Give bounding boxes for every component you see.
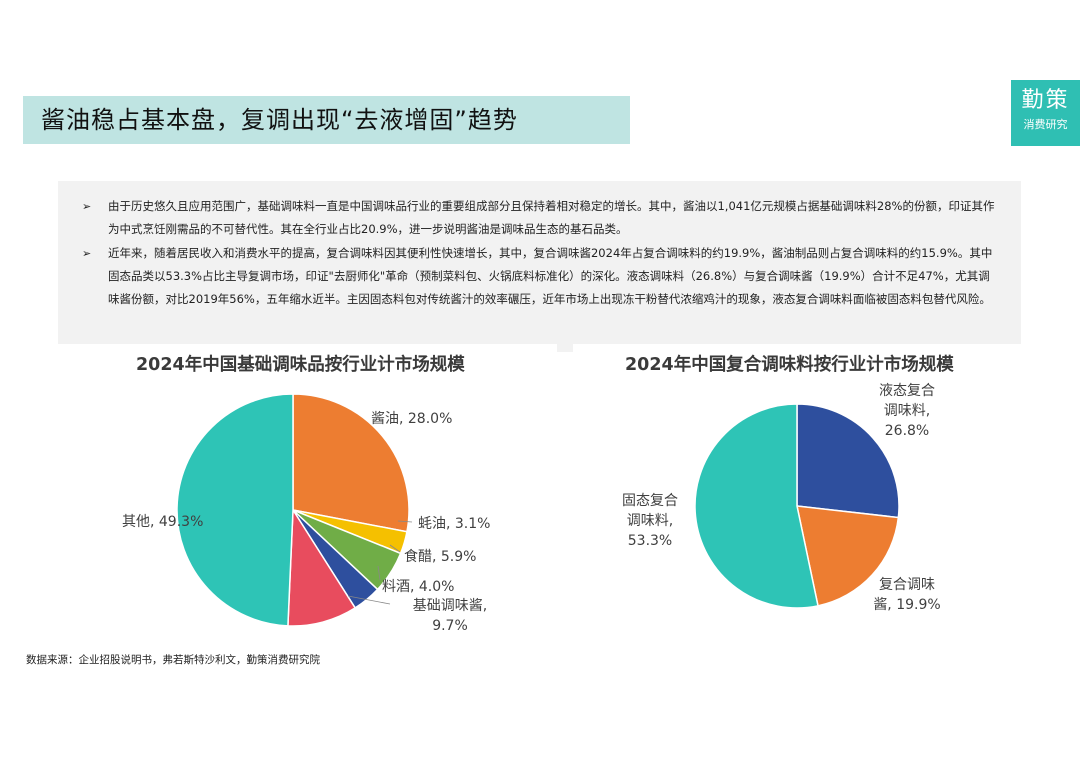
chart-title-compound: 2024年中国复合调味料按行业计市场规模 xyxy=(625,355,954,375)
pie-group-1: 液态复合调味料, 26.8% 复合调味酱, 19.9% 固态复合调味料, 53.3% xyxy=(622,382,941,613)
summary-paragraph-1: 由于历史悠久且应用范围广，基础调味料一直是中国调味品行业的重要组成部分且保持着相… xyxy=(108,199,995,236)
bullet-arrow-icon: ➢ xyxy=(82,200,92,213)
title-banner: 酱油稳占基本盘，复调出现“去液增固”趋势 xyxy=(23,96,630,144)
pie-label-0-0: 酱油, 28.0% xyxy=(371,411,452,427)
data-source: 数据来源：企业招股说明书，弗若斯特沙利文，勤策消费研究院 xyxy=(26,654,320,666)
pie-label-1-2: 固态复合调味料, 53.3% xyxy=(622,492,678,549)
logo-main-text: 勤策 xyxy=(1021,88,1070,113)
pie-slice-0-0 xyxy=(292,393,410,533)
summary-notch xyxy=(557,344,573,352)
pie-group-0: 酱油, 28.0% 蚝油, 3.1% 食醋, 5.9% 料酒, 4.0% 基础调味酱, 9… xyxy=(122,393,490,634)
leader-line-0-3 xyxy=(377,565,381,581)
page-title: 酱油稳占基本盘，复调出现“去液增固”趋势 xyxy=(41,106,518,134)
brand-logo: 勤策 消费研究 xyxy=(1011,80,1080,146)
pie-slice-0-5 xyxy=(176,393,294,627)
leader-line-0-4 xyxy=(347,595,391,605)
leader-line-0-2 xyxy=(389,544,401,553)
pie-slice-1-2 xyxy=(694,403,819,609)
pie-label-1-1: 复合调味酱, 19.9% xyxy=(873,576,940,613)
pie-label-0-5: 其他, 49.3% xyxy=(122,514,203,530)
pie-slice-1-0 xyxy=(796,403,900,519)
pie-label-0-2: 食醋, 5.9% xyxy=(404,548,476,565)
pie-label-1-0: 液态复合调味料, 26.8% xyxy=(879,382,935,439)
chart-title-basic: 2024年中国基础调味品按行业计市场规模 xyxy=(136,355,465,375)
summary-bullet-2: ➢ 近年来，随着居民收入和消费水平的提高，复合调味料因其便利性快速增长，其中，复… xyxy=(82,242,1001,311)
pie-label-0-1: 蚝油, 3.1% xyxy=(418,516,490,532)
logo-sub-text: 消费研究 xyxy=(1023,118,1068,131)
bullet-arrow-icon: ➢ xyxy=(82,247,92,260)
summary-box: ➢ 由于历史悠久且应用范围广，基础调味料一直是中国调味品行业的重要组成部分且保持… xyxy=(58,181,1021,344)
summary-bullet-1: ➢ 由于历史悠久且应用范围广，基础调味料一直是中国调味品行业的重要组成部分且保持… xyxy=(82,195,1001,241)
pie-label-0-3: 料酒, 4.0% xyxy=(382,579,454,595)
pie-slice-1-1 xyxy=(796,505,900,607)
leader-line-0-1 xyxy=(397,520,413,523)
pie-label-0-4: 基础调味酱, 9.7% xyxy=(413,597,487,634)
summary-paragraph-2: 近年来，随着居民收入和消费水平的提高，复合调味料因其便利性快速增长，其中，复合调… xyxy=(108,246,993,306)
